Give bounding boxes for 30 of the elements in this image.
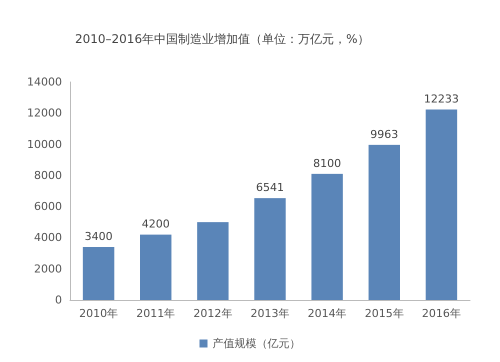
y-tick-label: 4000 bbox=[34, 231, 62, 244]
y-tick-label: 0 bbox=[55, 294, 62, 306]
y-tick-label: 10000 bbox=[27, 138, 62, 151]
bar bbox=[82, 247, 114, 300]
data-label: 8100 bbox=[313, 156, 342, 170]
data-label: 4200 bbox=[142, 218, 170, 231]
x-tick-label: 2010年 bbox=[79, 307, 118, 320]
x-tick-label: 2012年 bbox=[193, 307, 232, 320]
y-tick-label: 12000 bbox=[27, 106, 62, 120]
bar bbox=[254, 198, 286, 300]
y-tick-label: 8000 bbox=[34, 168, 62, 182]
chart-title: 2010–2016年中国制造业增加值（单位：万亿元，%） bbox=[75, 32, 370, 46]
x-tick-label: 2013年 bbox=[250, 307, 290, 320]
data-label: 9963 bbox=[370, 128, 398, 141]
x-tick-label: 2014年 bbox=[308, 307, 347, 320]
y-tick-label: 2000 bbox=[34, 262, 62, 276]
data-label: 12233 bbox=[424, 92, 459, 106]
bar bbox=[197, 222, 229, 300]
legend-label: 产值规模（亿元） bbox=[212, 337, 300, 350]
x-tick-label: 2015年 bbox=[364, 307, 404, 320]
data-label: 3400 bbox=[84, 230, 113, 244]
bar bbox=[368, 144, 400, 300]
x-tick-label: 2011年 bbox=[136, 307, 176, 320]
x-tick-label: 2016年 bbox=[422, 307, 461, 320]
data-label: 6541 bbox=[256, 181, 284, 194]
bar bbox=[140, 234, 172, 300]
bar bbox=[311, 174, 343, 300]
bar bbox=[426, 110, 458, 300]
y-tick-label: 6000 bbox=[34, 200, 62, 214]
y-tick-label: 14000 bbox=[27, 76, 62, 88]
